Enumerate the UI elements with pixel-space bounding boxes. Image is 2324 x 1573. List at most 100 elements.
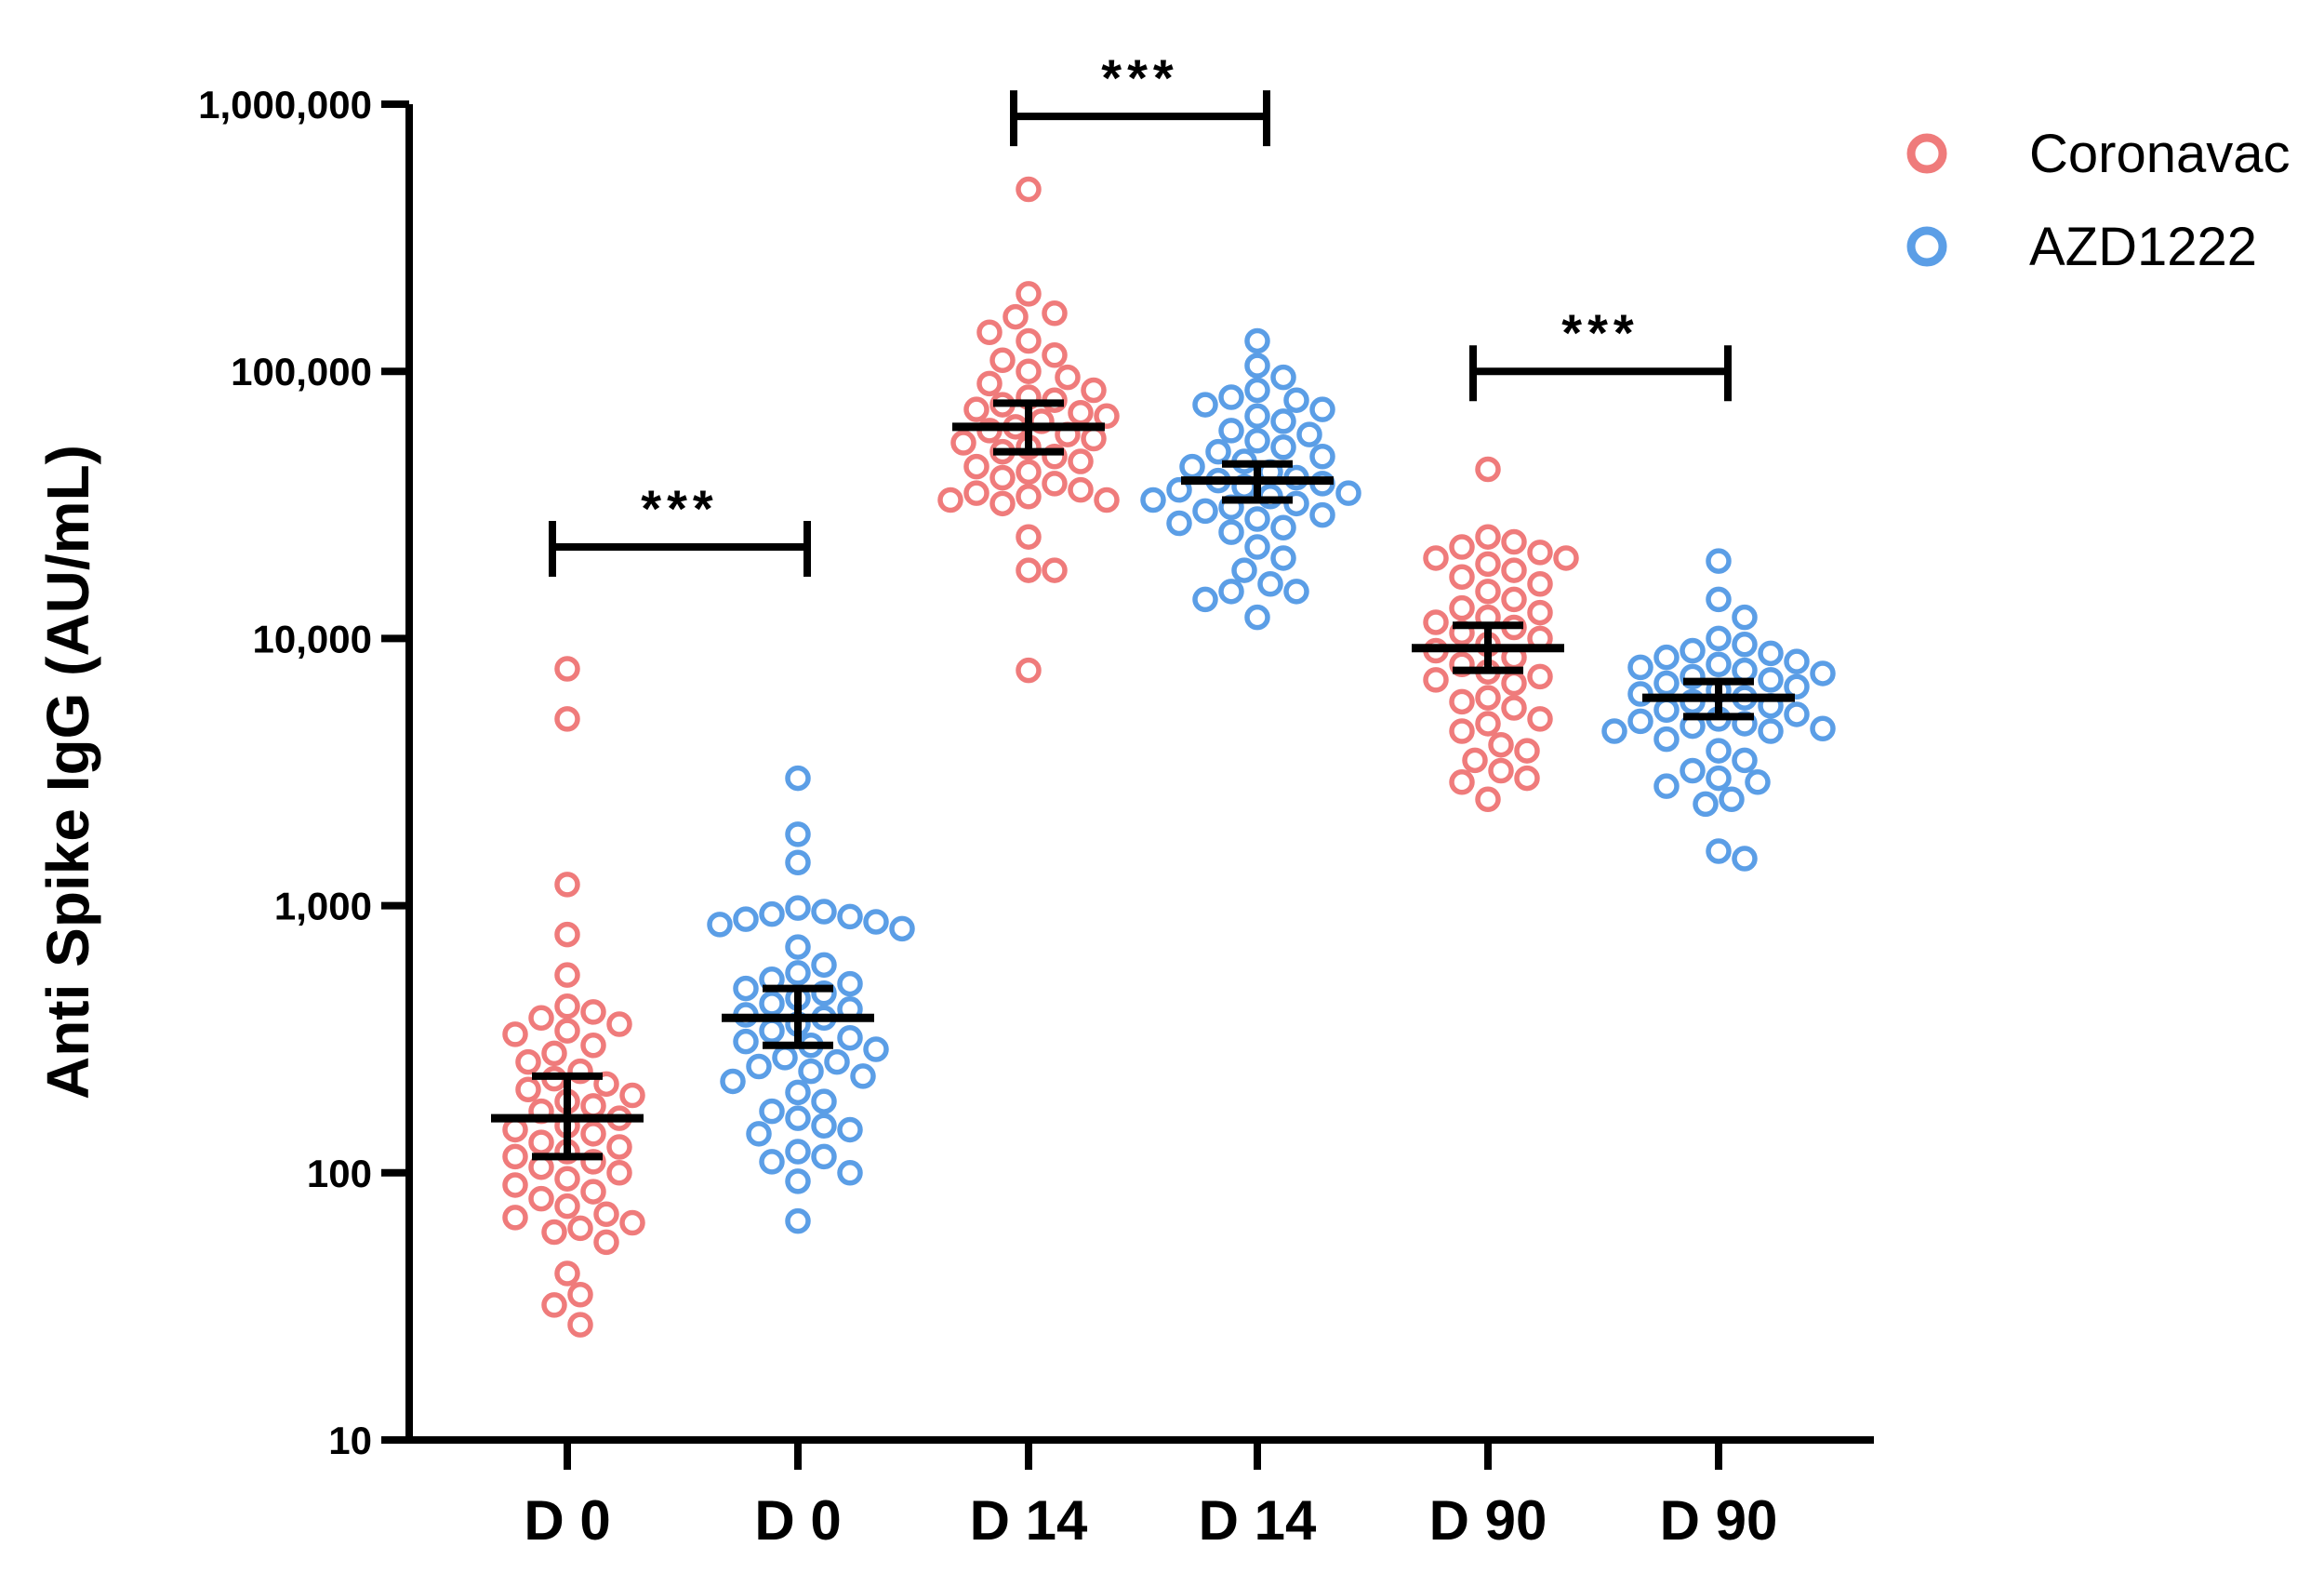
data-point	[1016, 358, 1042, 384]
data-point	[785, 1168, 811, 1194]
data-point	[1680, 637, 1706, 664]
data-point	[989, 490, 1016, 517]
data-point	[1042, 557, 1068, 583]
data-point	[593, 1201, 619, 1228]
sig-label: ***	[1101, 48, 1178, 107]
data-point	[1218, 384, 1244, 410]
data-point	[1244, 403, 1270, 430]
data-point	[720, 1068, 746, 1095]
y-tick-label: 1,000,000	[198, 83, 372, 127]
data-point	[1706, 838, 1732, 864]
data-point	[785, 895, 811, 921]
data-point	[1501, 528, 1527, 555]
data-point	[1693, 791, 1719, 818]
data-point	[606, 1011, 632, 1037]
data-point	[1527, 571, 1553, 597]
data-point	[811, 899, 837, 925]
data-point	[798, 1058, 824, 1085]
data-point	[528, 1185, 554, 1212]
data-point	[554, 1018, 580, 1044]
data-point	[541, 1219, 567, 1246]
data-point	[1758, 640, 1784, 667]
data-point	[580, 999, 606, 1025]
y-tick-label: 1,000	[274, 885, 372, 928]
data-point	[837, 970, 863, 997]
data-point	[1055, 364, 1081, 391]
data-point	[1423, 545, 1449, 571]
data-point	[1680, 663, 1706, 690]
legend-marker	[1906, 226, 1947, 267]
data-point	[502, 1205, 528, 1231]
data-point	[619, 1209, 645, 1236]
data-point	[863, 1036, 889, 1062]
data-point	[580, 1149, 606, 1175]
data-point	[733, 1028, 759, 1055]
data-point	[606, 1160, 632, 1186]
x-tick-label: D 14	[970, 1489, 1088, 1552]
data-points	[502, 176, 1836, 1338]
data-point	[502, 1021, 528, 1047]
data-point	[1309, 501, 1335, 528]
sig-label: ***	[641, 479, 718, 538]
data-point	[515, 1076, 541, 1103]
sig-label: ***	[1561, 303, 1639, 362]
data-point	[1488, 731, 1514, 758]
data-point	[1192, 392, 1218, 418]
data-point	[1270, 408, 1296, 434]
data-point	[1309, 443, 1335, 470]
data-point	[963, 396, 989, 422]
data-point	[1449, 594, 1475, 621]
data-point	[554, 872, 580, 898]
data-point	[1653, 670, 1680, 697]
data-point	[593, 1229, 619, 1256]
data-point	[837, 1024, 863, 1051]
data-point	[1719, 786, 1745, 813]
data-point	[1068, 476, 1094, 503]
data-point	[1527, 540, 1553, 566]
data-point	[554, 1260, 580, 1286]
data-point	[1706, 548, 1732, 574]
data-point	[1732, 632, 1758, 658]
data-point	[1680, 757, 1706, 784]
x-tick-label: D 14	[1199, 1489, 1317, 1552]
x-tick-label: D 0	[754, 1489, 841, 1552]
data-point	[1094, 403, 1120, 430]
data-point	[593, 1071, 619, 1098]
y-tick-label: 100,000	[231, 350, 372, 393]
y-tick-label: 10	[328, 1419, 372, 1462]
data-point	[567, 1312, 593, 1338]
data-point	[989, 464, 1016, 491]
legend-label: AZD1222	[2029, 217, 2257, 277]
x-ticks: D 0 D 0 D 14 D 14 D 90 D 90	[524, 1440, 1777, 1552]
data-point	[937, 487, 963, 513]
data-point	[1283, 579, 1309, 605]
data-point	[1205, 438, 1231, 465]
y-axis-title: Anti Spike IgG (AU/mL)	[34, 445, 101, 1100]
data-point	[1003, 303, 1029, 330]
data-point	[1758, 667, 1784, 693]
data-point	[759, 900, 785, 927]
data-point	[1553, 545, 1579, 571]
data-point	[759, 1149, 785, 1175]
data-point	[785, 821, 811, 847]
data-point	[1166, 510, 1192, 537]
data-point	[811, 1113, 837, 1139]
data-point	[1244, 353, 1270, 379]
data-point	[1653, 644, 1680, 671]
data-point	[785, 934, 811, 960]
data-point	[824, 1048, 850, 1075]
data-point	[580, 1033, 606, 1059]
data-point	[976, 370, 1003, 397]
data-point	[1501, 586, 1527, 613]
data-point	[1179, 453, 1205, 480]
data-point	[1653, 697, 1680, 724]
data-point	[1475, 685, 1501, 711]
data-point	[1296, 421, 1322, 447]
data-point	[759, 1018, 785, 1044]
data-point	[1244, 428, 1270, 454]
data-point	[567, 1215, 593, 1242]
data-point	[1042, 300, 1068, 327]
data-point	[1784, 648, 1810, 674]
data-point	[1501, 670, 1527, 697]
data-point	[1081, 377, 1107, 404]
